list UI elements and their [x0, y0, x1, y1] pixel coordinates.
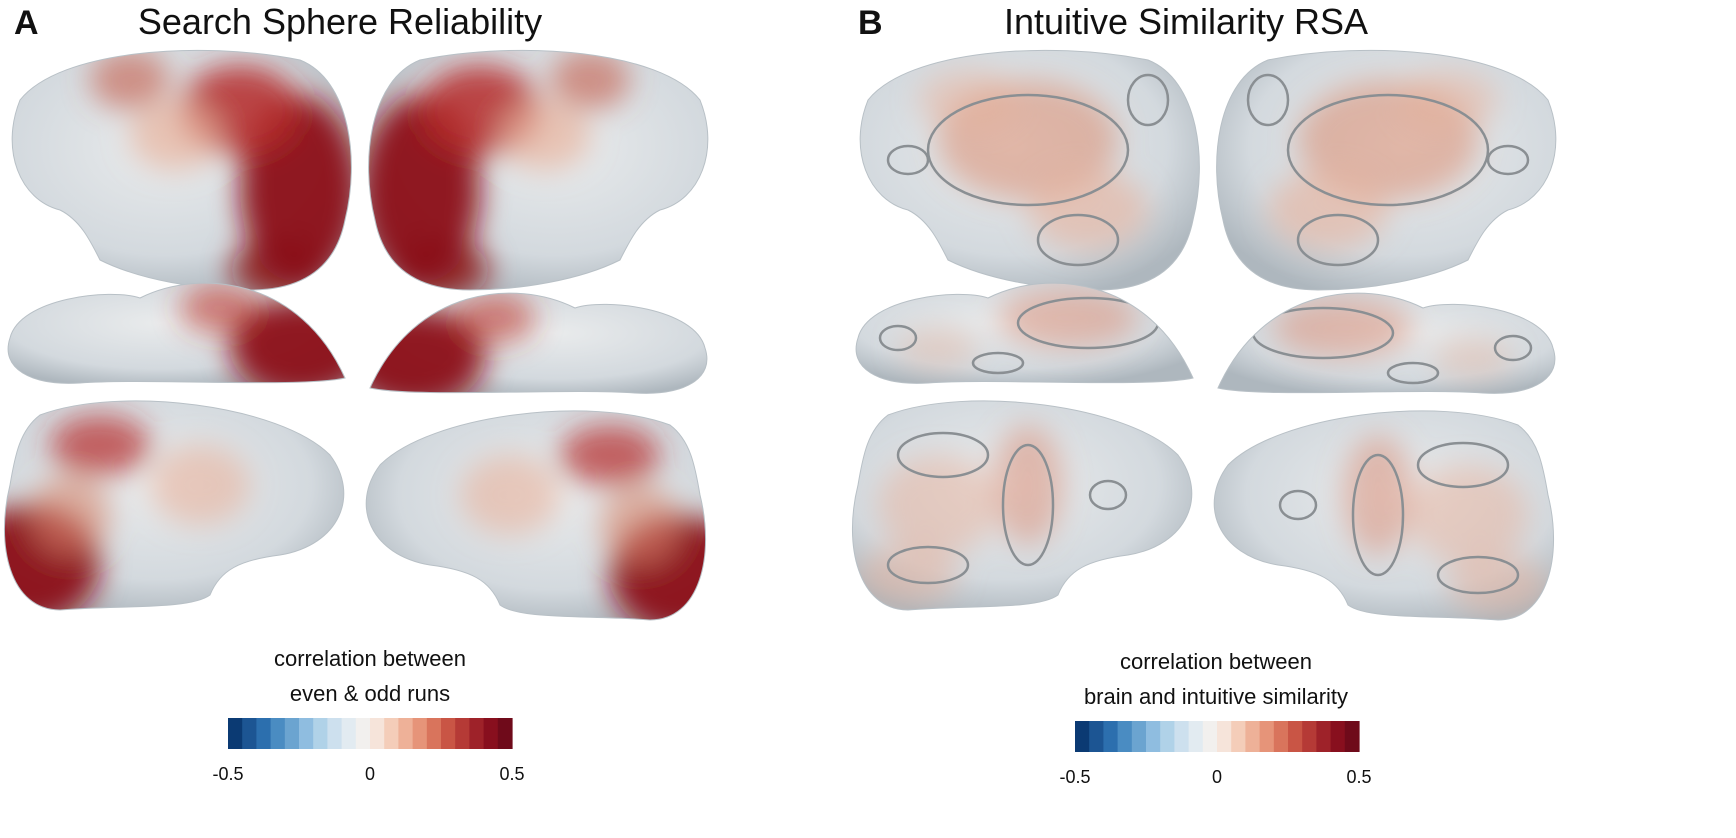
colorbar-step	[497, 718, 513, 749]
colorbar-tick-label: -0.5	[212, 764, 243, 784]
colorbar-step	[1302, 721, 1317, 752]
colorbar-step	[1146, 721, 1161, 752]
colorbar-step	[426, 718, 442, 749]
colorbar-step	[1288, 721, 1303, 752]
colorbar-step	[384, 718, 399, 749]
colorbar-step	[313, 718, 328, 749]
brain-surface	[3, 400, 345, 611]
colorbar-step	[270, 718, 286, 749]
colorbar-step	[1117, 721, 1133, 752]
colorbar-label: brain and intuitive similarity	[1084, 684, 1348, 709]
colorbar-step	[1217, 721, 1232, 752]
panel-label: B	[858, 4, 883, 42]
brain-surface	[1216, 49, 1557, 291]
colorbar-step	[256, 718, 272, 749]
colorbar-step	[398, 718, 414, 749]
colorbar-tick-label: 0.5	[1346, 767, 1371, 787]
colorbar-tick-label: 0.5	[499, 764, 524, 784]
colorbar-step	[1202, 721, 1218, 752]
panel-label: A	[14, 4, 39, 42]
colorbar-step	[1245, 721, 1261, 752]
colorbar-step	[483, 718, 499, 749]
brain-surface	[7, 282, 346, 384]
panel-title: Search Sphere Reliability	[138, 1, 542, 42]
brain-surface	[369, 292, 708, 394]
colorbar-step	[1273, 721, 1289, 752]
colorbar-step	[1075, 721, 1090, 752]
colorbar-tick-label: 0	[365, 764, 375, 784]
colorbar-step	[1316, 721, 1332, 752]
colorbar-step	[242, 718, 257, 749]
colorbar-step	[1188, 721, 1204, 752]
colorbar-step	[341, 718, 357, 749]
colorbar-step	[1103, 721, 1119, 752]
brain-surface	[851, 400, 1193, 611]
colorbar-step	[1330, 721, 1346, 752]
colorbar-step	[1131, 721, 1147, 752]
colorbar-tick-label: 0	[1212, 767, 1222, 787]
colorbar-step	[1089, 721, 1104, 752]
colorbar-step	[441, 718, 456, 749]
colorbar-step	[228, 718, 243, 749]
colorbar-step	[355, 718, 371, 749]
colorbar-label: correlation between	[274, 646, 466, 671]
colorbar-step	[1231, 721, 1246, 752]
brain-surface	[855, 282, 1194, 384]
colorbar-step	[284, 718, 300, 749]
brain-surface	[1213, 410, 1555, 621]
colorbar-step	[1174, 721, 1190, 752]
colorbar-step	[1344, 721, 1360, 752]
colorbar-step	[1160, 721, 1175, 752]
colorbar-step	[455, 718, 470, 749]
colorbar-step	[1259, 721, 1275, 752]
brain-surface	[11, 49, 352, 291]
brain-surface	[1217, 292, 1556, 394]
colorbar-step	[412, 718, 428, 749]
colorbar-step	[370, 718, 385, 749]
brain-surface	[365, 410, 707, 621]
colorbar-step	[469, 718, 485, 749]
colorbar-step	[327, 718, 343, 749]
colorbar-step	[299, 718, 314, 749]
colorbar-label: correlation between	[1120, 649, 1312, 674]
colorbar-tick-label: -0.5	[1059, 767, 1090, 787]
colorbar-label: even & odd runs	[290, 681, 450, 706]
brain-surface	[859, 49, 1200, 291]
brain-surface	[368, 49, 709, 291]
panel-title: Intuitive Similarity RSA	[1004, 1, 1368, 42]
